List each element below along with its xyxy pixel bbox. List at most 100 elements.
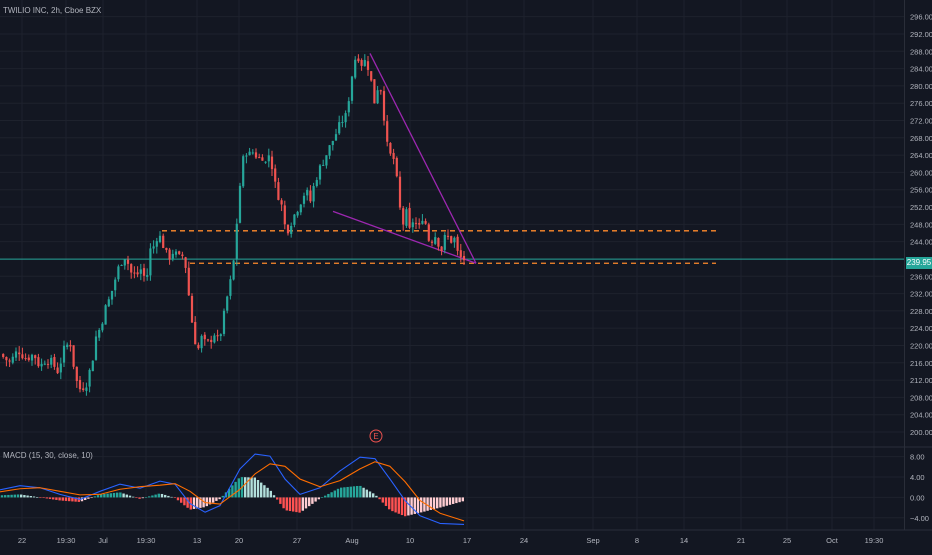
macd-histogram-bar xyxy=(292,497,295,512)
candle-body xyxy=(341,121,344,123)
candle-body xyxy=(229,279,232,296)
macd-histogram-bar xyxy=(231,485,234,498)
macd-histogram-bar xyxy=(263,485,266,498)
macd-histogram-bar xyxy=(413,497,416,514)
macd-histogram-bar xyxy=(384,497,388,506)
candle-body xyxy=(146,275,149,277)
macd-histogram-bar xyxy=(96,495,100,498)
candle-body xyxy=(392,152,395,159)
candle-body xyxy=(139,269,142,274)
candle-body xyxy=(395,157,398,177)
macd-histogram-bar xyxy=(314,497,317,502)
macd-histogram-bar xyxy=(333,490,336,498)
macd-histogram-bar xyxy=(215,497,218,501)
macd-histogram-bar xyxy=(128,495,132,498)
macd-histogram-bar xyxy=(352,486,356,498)
candle-body xyxy=(360,60,363,66)
candle-body xyxy=(75,366,78,382)
macd-histogram-bar xyxy=(109,493,112,498)
macd-histogram-bar xyxy=(106,493,109,498)
macd-histogram-bar xyxy=(112,492,116,498)
candle-body xyxy=(152,246,155,249)
candle-body xyxy=(101,323,104,331)
candle-body xyxy=(261,157,264,161)
candle-body xyxy=(8,360,11,362)
candle-body xyxy=(309,190,312,202)
macd-histogram-bar xyxy=(144,497,148,498)
macd-histogram-bar xyxy=(13,494,16,498)
wedge-lower-line xyxy=(332,210,477,264)
macd-histogram-bar xyxy=(0,495,4,498)
macd-histogram-bar xyxy=(445,497,448,506)
candle-body xyxy=(453,237,456,243)
candle-body xyxy=(440,246,443,252)
macd-histogram-bar xyxy=(304,497,308,509)
candle-body xyxy=(21,354,24,359)
macd-histogram-bar xyxy=(87,497,90,499)
candle-body xyxy=(459,250,462,257)
candle-body xyxy=(168,249,171,260)
candle-body xyxy=(210,339,213,343)
candle-body xyxy=(286,224,290,234)
candle-body xyxy=(338,122,341,134)
candle-body xyxy=(318,165,322,180)
macd-histogram-bar xyxy=(256,479,260,498)
candle-body xyxy=(411,222,414,228)
candle-body xyxy=(405,209,408,226)
candle-body xyxy=(414,222,418,224)
macd-histogram-bar xyxy=(404,497,407,517)
candle-body xyxy=(142,268,146,276)
candle-body xyxy=(226,296,229,311)
candle-body xyxy=(203,334,206,340)
price-tick-label: 280.00 xyxy=(910,82,932,91)
candle-body xyxy=(235,223,238,260)
macd-histogram-bar xyxy=(80,497,84,502)
macd-histogram-bar xyxy=(45,497,48,499)
macd-histogram-bar xyxy=(157,493,160,498)
macd-histogram-bar xyxy=(64,497,68,501)
macd-histogram-bar xyxy=(93,496,96,498)
macd-pane xyxy=(0,453,465,525)
macd-tick-label: 0.00 xyxy=(910,493,925,502)
indicator-title[interactable]: MACD (15, 30, close, 10) xyxy=(3,451,93,460)
macd-histogram-bar xyxy=(458,497,461,503)
macd-histogram-bar xyxy=(7,494,10,498)
macd-histogram-bar xyxy=(122,493,125,498)
candle-body xyxy=(37,357,40,367)
macd-histogram-bar xyxy=(250,477,253,498)
macd-histogram-bar xyxy=(170,496,173,498)
candle-body xyxy=(27,357,30,361)
price-tick-label: 292.00 xyxy=(910,30,932,39)
macd-histogram-bar xyxy=(42,497,45,499)
candle-body xyxy=(206,339,210,341)
candle-body xyxy=(251,152,254,154)
macd-histogram-bar xyxy=(186,497,189,508)
macd-histogram-bar xyxy=(388,497,391,510)
axes: 200.00204.00208.00212.00216.00220.00224.… xyxy=(18,13,932,545)
price-tick-label: 260.00 xyxy=(910,168,932,177)
macd-histogram-bar xyxy=(324,495,327,498)
candle-body xyxy=(283,205,286,225)
candle-body xyxy=(117,266,120,280)
macd-histogram-bar xyxy=(90,497,93,499)
macd-histogram-bar xyxy=(26,495,29,498)
macd-histogram-bar xyxy=(52,497,55,500)
macd-histogram-bar xyxy=(429,497,432,510)
grid xyxy=(0,0,932,531)
candle-body xyxy=(114,279,117,291)
candle-body xyxy=(254,152,258,158)
candle-body xyxy=(14,351,18,358)
time-tick-label: 21 xyxy=(737,536,745,545)
macd-histogram-bar xyxy=(58,497,61,501)
candle-body xyxy=(373,79,376,104)
candle-body xyxy=(299,204,302,213)
macd-histogram-bar xyxy=(407,497,410,516)
price-tick-label: 212.00 xyxy=(910,376,932,385)
macd-histogram-bar xyxy=(61,497,64,501)
macd-histogram-bar xyxy=(298,497,301,513)
macd-histogram-bar xyxy=(420,497,423,513)
candle-body xyxy=(296,211,299,216)
candle-body xyxy=(331,140,334,146)
